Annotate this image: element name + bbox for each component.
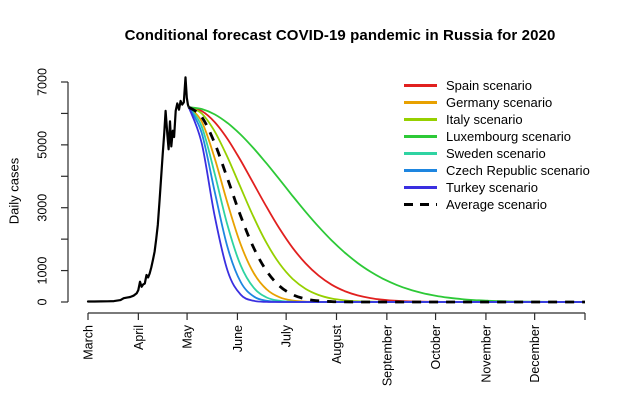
x-tick-label-december: December — [528, 325, 542, 383]
legend-item-sweden-scenario: Sweden scenario — [404, 145, 590, 162]
legend-label-italy-scenario: Italy scenario — [446, 112, 523, 127]
legend-label-luxembourg-scenario: Luxembourg scenario — [446, 129, 572, 144]
legend-item-luxembourg-scenario: Luxembourg scenario — [404, 128, 590, 145]
legend-swatch-italy-scenario — [404, 118, 437, 121]
y-tick-label-3000: 3000 — [36, 194, 50, 222]
legend-label-sweden-scenario: Sweden scenario — [446, 146, 546, 161]
legend: Spain scenario Germany scenario Italy scen… — [404, 77, 590, 213]
x-tick-label-march: March — [82, 325, 96, 360]
x-tick-label-may: May — [181, 324, 195, 348]
legend-swatch-luxembourg-scenario — [404, 135, 437, 138]
scenario-line-average-scenario — [187, 105, 585, 304]
x-tick-label-april: April — [132, 325, 146, 350]
y-tick-label-0: 0 — [36, 298, 50, 305]
legend-item-average-scenario: Average scenario — [404, 196, 590, 213]
legend-swatch-spain-scenario — [404, 84, 437, 87]
scenario-line-turkey-scenario — [187, 106, 585, 303]
legend-label-spain-scenario: Spain scenario — [446, 78, 532, 93]
legend-item-spain-scenario: Spain scenario — [404, 77, 590, 94]
legend-swatch-czech-republic-scenario — [404, 169, 437, 172]
legend-label-germany-scenario: Germany scenario — [446, 95, 553, 110]
legend-item-turkey-scenario: Turkey scenario — [404, 179, 590, 196]
legend-swatch-average-scenario — [404, 203, 437, 206]
chart-title: Conditional forecast COVID-19 pandemic i… — [124, 27, 556, 44]
legend-swatch-turkey-scenario — [404, 186, 437, 189]
y-tick-label-5000: 5000 — [36, 131, 50, 159]
observed-cases-line — [86, 76, 190, 303]
legend-label-turkey-scenario: Turkey scenario — [446, 180, 538, 195]
legend-item-czech-republic-scenario: Czech Republic scenario — [404, 162, 590, 179]
legend-item-germany-scenario: Germany scenario — [404, 94, 590, 111]
legend-swatch-sweden-scenario — [404, 152, 437, 155]
legend-label-czech-republic-scenario: Czech Republic scenario — [446, 163, 590, 178]
x-tick-label-july: July — [280, 324, 294, 347]
x-tick-label-august: August — [330, 324, 344, 363]
x-tick-label-october: October — [429, 325, 443, 369]
legend-item-italy-scenario: Italy scenario — [404, 111, 590, 128]
y-tick-label-7000: 7000 — [36, 68, 50, 96]
x-tick-label-november: November — [479, 325, 493, 383]
x-tick-label-june: June — [231, 325, 245, 352]
legend-swatch-germany-scenario — [404, 101, 437, 104]
legend-label-average-scenario: Average scenario — [446, 197, 547, 212]
x-tick-label-september: September — [380, 325, 394, 386]
y-tick-label-1000: 1000 — [36, 257, 50, 285]
